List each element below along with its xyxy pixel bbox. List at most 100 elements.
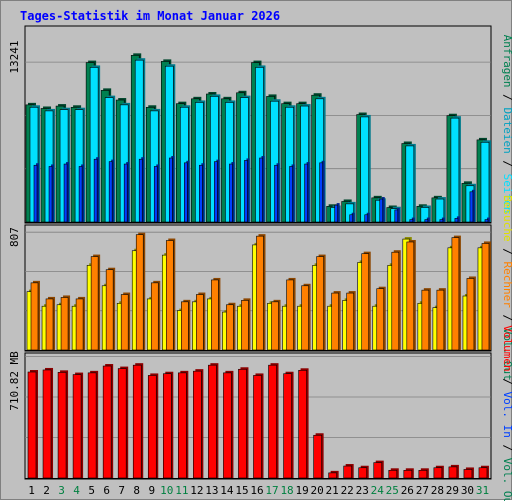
day-label: 27 [416,484,429,497]
bar-seiten-day-27 [424,217,430,223]
bar-volumen-day-29 [448,464,459,479]
bar-seiten-day-24 [379,197,385,223]
bar-rechner-day-24 [376,286,386,351]
bar-volumen-day-31 [478,465,489,479]
bar-volumen-day-30 [463,467,474,479]
bar-volumen-day-4 [72,372,84,479]
bars [26,232,491,351]
legend-entry: Dateien [501,107,512,153]
bar-seiten-day-4 [78,164,85,223]
legend-entry: / [501,154,512,174]
legend-entry: Vol. In [501,392,512,438]
bar-rechner-day-7 [120,292,131,351]
day-label: 28 [431,484,444,497]
bottom-panel: 710.82 MB Volumen / Vol. In / Vol. Out [8,325,512,501]
bar-volumen-day-3 [57,370,69,479]
scale-max-label: 710.82 MB [8,351,21,411]
bar-seiten-day-6 [108,159,115,223]
legend-entry: Volumen [501,325,512,371]
bar-volumen-day-22 [343,464,354,479]
day-label: 18 [280,484,293,497]
bar-seiten-day-21 [334,203,340,223]
day-label: 21 [326,484,339,497]
bar-volumen-day-19 [298,368,309,479]
bar-rechner-day-21 [331,291,341,351]
bar-seiten-day-11 [184,160,190,223]
bar-seiten-day-9 [153,164,160,223]
bar-rechner-day-15 [241,298,251,351]
legend-entry: Vol. Out [501,458,512,501]
bar-seiten-day-22 [349,212,355,223]
day-label: 17 [265,484,278,497]
bar-rechner-day-6 [105,267,116,351]
day-label: 22 [341,484,354,497]
bar-rechner-day-28 [436,288,446,351]
bar-seiten-day-15 [244,158,250,223]
day-label: 25 [386,484,399,497]
bar-rechner-day-26 [406,239,416,351]
bar-rechner-day-3 [60,295,71,351]
bar-volumen-day-24 [373,460,384,479]
day-label: 13 [205,484,218,497]
day-label: 30 [461,484,474,497]
legend-entry: / [501,372,512,392]
bar-volumen-day-9 [147,373,159,479]
day-label: 1 [28,484,35,497]
day-label: 12 [190,484,203,497]
bar-rechner-day-4 [75,296,86,351]
day-label: 9 [148,484,155,497]
legend-entry: / [501,88,512,108]
bar-rechner-day-14 [226,302,236,351]
bar-seiten-day-12 [199,163,205,223]
day-label: 14 [220,484,234,497]
legend-entry: Besuche [501,195,512,241]
bar-rechner-day-12 [196,292,206,351]
bar-volumen-day-6 [102,364,114,479]
panel-legend: Volumen / Vol. In / Vol. Out [501,325,512,501]
bar-rechner-day-18 [286,277,296,351]
bar-seiten-day-26 [409,217,415,223]
bar-rechner-day-11 [181,299,191,351]
bar-rechner-day-1 [30,280,40,351]
bar-seiten-day-23 [364,212,370,223]
day-label: 20 [311,484,324,497]
bar-seiten-day-20 [319,160,325,223]
bar-rechner-day-10 [165,238,176,351]
bar-volumen-day-27 [418,468,429,479]
bar-volumen-day-11 [178,370,189,479]
bar-volumen-day-26 [403,468,414,479]
legend-entry: / [501,242,512,262]
bar-rechner-day-27 [421,288,431,351]
day-label: 29 [446,484,459,497]
scale-max-label: 13241 [8,40,21,73]
bar-rechner-day-22 [346,291,356,351]
bar-seiten-day-7 [123,162,130,223]
bar-rechner-day-9 [150,280,161,351]
bar-rechner-day-23 [361,251,371,351]
bar-volumen-day-8 [132,363,144,479]
bar-seiten-day-10 [168,155,175,223]
legend-entry: Rechner [501,262,512,309]
legend-entry: / [501,308,512,328]
bar-volumen-day-15 [238,367,249,479]
bar-volumen-day-2 [42,367,54,479]
bar-rechner-day-20 [316,254,326,351]
legend-entry: / [501,438,512,458]
bar-seiten-day-16 [259,155,265,223]
bar-dateien-day-29 [450,116,461,223]
scale-max-label: 807 [8,227,21,247]
bar-volumen-day-16 [253,373,264,479]
day-label: 6 [103,484,110,497]
panel-legend: Besuche / Rechner / Vol. Out [501,195,512,380]
bar-rechner-day-2 [45,296,56,351]
bar-rechner-day-25 [391,250,401,351]
bar-rechner-day-30 [466,276,476,351]
bar-dateien-day-31 [480,140,491,223]
day-label: 26 [401,484,414,497]
legend-entry: Anfragen [501,35,512,88]
bar-volumen-day-10 [162,371,174,479]
bar-rechner-day-16 [256,234,266,351]
legend-entry: Vol. Out [501,328,512,381]
day-label: 3 [58,484,65,497]
